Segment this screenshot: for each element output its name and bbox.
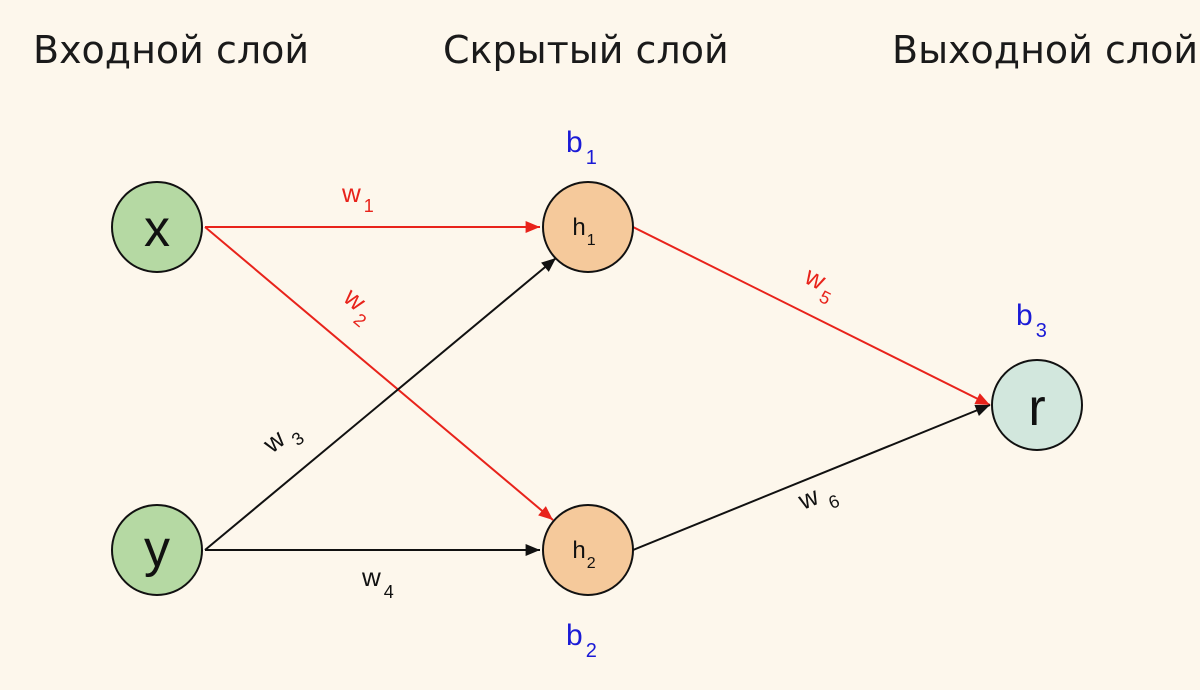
svg-text:y: y xyxy=(144,520,170,578)
svg-text:w2: w2 xyxy=(332,281,382,331)
node-h1: h1 xyxy=(542,181,634,273)
edge-y-h1 xyxy=(204,257,557,551)
hidden-layer-title: Скрытый слой xyxy=(443,28,729,72)
edge-x-h2 xyxy=(204,226,554,521)
svg-text:w5: w5 xyxy=(796,260,842,309)
svg-text:r: r xyxy=(1028,379,1045,437)
weight-label-w5: w5 xyxy=(796,260,842,309)
node-y: y xyxy=(111,504,203,596)
node-x: x xyxy=(111,181,203,273)
svg-text:x: x xyxy=(144,200,170,258)
node-r: r xyxy=(991,359,1083,451)
svg-text:w3: w3 xyxy=(256,414,308,466)
node-h2: h2 xyxy=(542,504,634,596)
svg-text:h1: h1 xyxy=(572,214,595,249)
input-layer-title: Входной слой xyxy=(33,28,310,72)
weight-label-w3: w3 xyxy=(256,414,308,466)
svg-text:h2: h2 xyxy=(572,537,595,572)
edge-h1-r xyxy=(632,226,991,406)
output-layer-title: Выходной слой xyxy=(892,28,1199,72)
edge-h2-r xyxy=(632,404,991,551)
weight-label-w2: w2 xyxy=(332,281,382,331)
